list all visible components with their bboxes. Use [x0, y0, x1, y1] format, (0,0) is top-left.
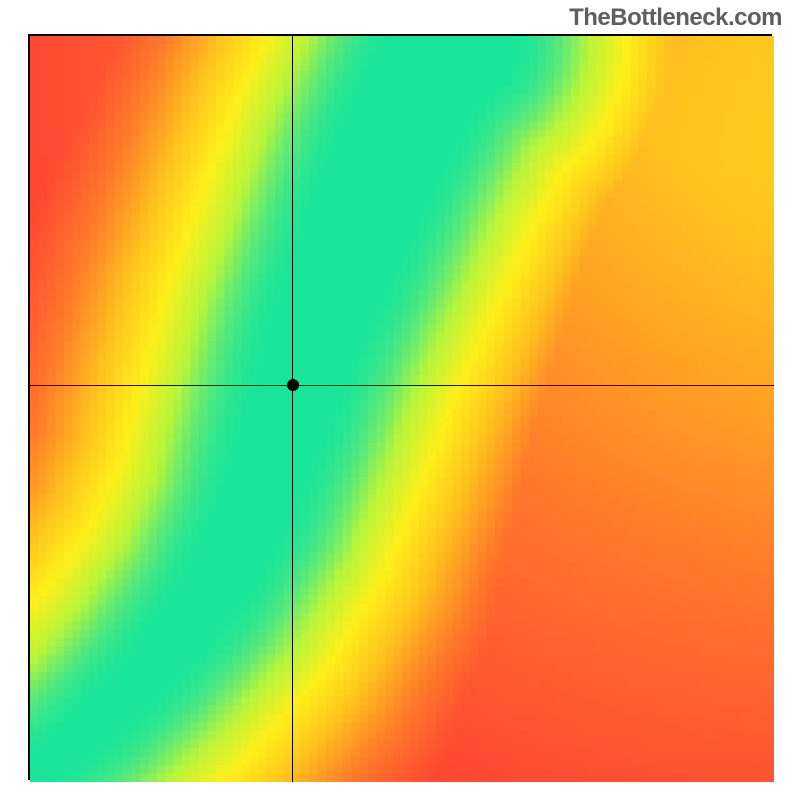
crosshair-marker: [287, 379, 299, 391]
crosshair-horizontal: [30, 385, 774, 386]
crosshair-vertical: [292, 36, 293, 782]
heatmap-canvas: [30, 36, 774, 782]
heatmap-chart: [28, 34, 772, 780]
watermark-text: TheBottleneck.com: [569, 4, 782, 32]
